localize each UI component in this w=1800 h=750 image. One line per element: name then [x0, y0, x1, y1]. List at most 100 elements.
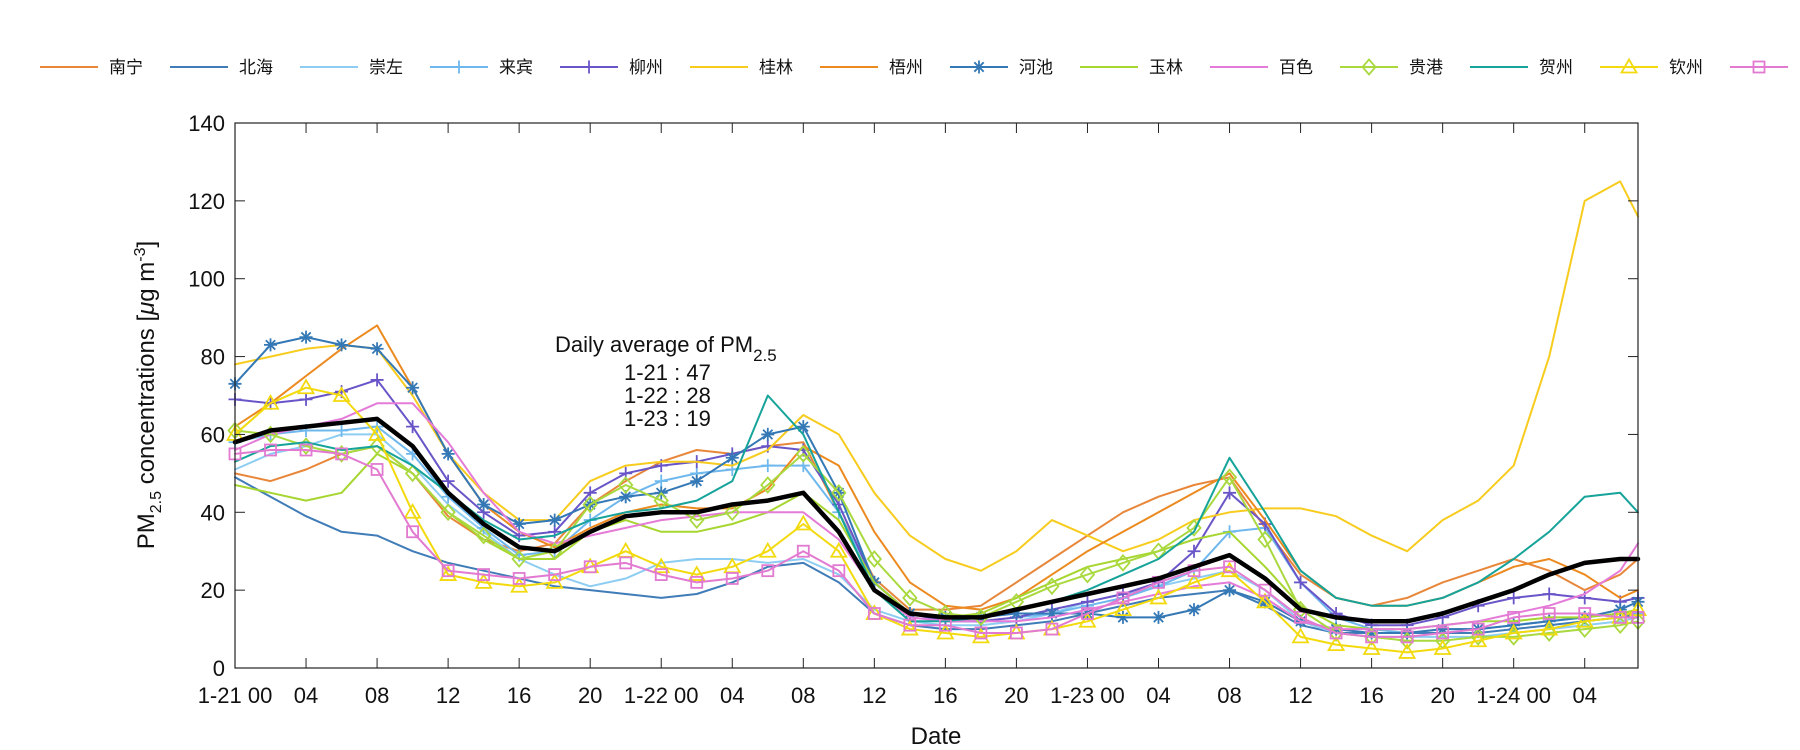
- data-point-marker: [406, 420, 420, 434]
- data-point-marker: [761, 427, 775, 441]
- data-point-marker: [1184, 573, 1204, 589]
- data-point-marker: [370, 342, 384, 356]
- data-point-marker: [724, 503, 740, 522]
- data-point-marker: [296, 378, 316, 395]
- x-tick-label: 1-24 00: [1476, 683, 1551, 708]
- legend-item: 百色: [1210, 58, 1313, 77]
- data-point-marker: [441, 564, 455, 578]
- data-point-marker: [903, 618, 917, 632]
- legend-label: 桂林: [759, 58, 793, 77]
- data-point-marker: [866, 550, 883, 568]
- data-point-marker: [690, 474, 704, 488]
- data-point-marker: [1079, 565, 1096, 584]
- legend-item: 河池: [950, 58, 1053, 77]
- data-point-marker: [406, 381, 420, 395]
- data-point-marker: [1613, 610, 1627, 624]
- series-line: [232, 416, 1641, 624]
- legend-label: 百色: [1279, 58, 1313, 77]
- data-point-marker: [1398, 643, 1417, 659]
- data-point-marker: [1329, 626, 1343, 640]
- data-point-marker: [582, 495, 598, 514]
- series-line: [234, 386, 1639, 654]
- data-point-marker: [618, 476, 634, 494]
- data-point-marker: [261, 393, 280, 410]
- x-tick-label: 16: [507, 683, 531, 708]
- plot-area: [235, 123, 1638, 668]
- x-tick-label: 04: [720, 683, 744, 708]
- legend-marker: [1361, 58, 1377, 76]
- data-point-marker: [1149, 588, 1168, 605]
- data-point-marker: [938, 618, 952, 632]
- legend-marker: [582, 60, 596, 74]
- data-point-marker: [687, 565, 706, 581]
- x-tick-label: 20: [578, 683, 602, 708]
- series-line: [234, 449, 1639, 638]
- data-point-marker: [1221, 468, 1238, 487]
- data-point-marker: [335, 447, 348, 461]
- data-point-marker: [900, 619, 919, 636]
- legend-label: 梧州: [889, 58, 923, 77]
- data-point-marker: [831, 483, 847, 502]
- data-point-marker: [545, 573, 564, 589]
- annotation-line: 1-21 : 47: [624, 360, 711, 385]
- data-point-marker: [795, 445, 811, 463]
- data-point-marker: [1255, 592, 1275, 609]
- legend-item: 贵港: [1340, 58, 1443, 77]
- data-point-marker: [583, 560, 597, 574]
- annotation-line: 1-22 : 28: [624, 383, 711, 408]
- data-point-marker: [1542, 607, 1556, 620]
- data-point-marker: [725, 451, 739, 465]
- y-axis-title: PM2.5 concentrations [μg m-3]: [132, 241, 165, 549]
- data-point-marker: [335, 424, 349, 438]
- data-point-marker: [264, 338, 278, 352]
- legend: 南宁 北海 崇左 来宾 柳州 桂林 梧州 河池 玉林 百色 贵港 贺州 钦州 防城港: [40, 57, 1800, 77]
- data-point-marker: [1363, 627, 1380, 646]
- data-point-marker: [1436, 622, 1450, 636]
- legend-item: 玉林: [1080, 58, 1183, 77]
- data-point-marker: [299, 392, 313, 406]
- data-point-marker: [1151, 610, 1165, 624]
- series-南宁: [234, 441, 1639, 611]
- data-point-marker: [725, 572, 739, 585]
- data-point-marker: [1045, 622, 1059, 636]
- data-point-marker: [1327, 635, 1346, 652]
- data-point-marker: [690, 575, 704, 589]
- data-point-marker: [1078, 611, 1097, 628]
- legend-item: 北海: [170, 58, 273, 77]
- legend-marker: [1752, 60, 1766, 74]
- data-point-marker: [794, 514, 813, 531]
- series-line: [234, 476, 1639, 634]
- legend-item: 来宾: [430, 58, 533, 77]
- x-tick-label: 04: [1572, 683, 1596, 708]
- legend-marker: [1619, 57, 1639, 74]
- legend-label: 贵港: [1409, 58, 1443, 77]
- x-tick-label: 08: [791, 683, 815, 708]
- data-point-marker: [299, 443, 313, 457]
- x-tick-label: 08: [1217, 683, 1241, 708]
- legend-label: 北海: [239, 58, 273, 77]
- legend-item: 钦州: [1600, 57, 1703, 77]
- data-point-marker: [1187, 544, 1201, 558]
- legend-item: 南宁: [40, 58, 143, 77]
- legend-marker: [972, 60, 986, 74]
- data-point-marker: [512, 517, 526, 531]
- data-point-marker: [1223, 560, 1236, 574]
- data-point-marker: [1507, 591, 1521, 605]
- data-point-marker: [1294, 575, 1308, 589]
- x-tick-label: 12: [1288, 683, 1312, 708]
- data-point-marker: [439, 565, 458, 581]
- x-tick-label: 04: [1146, 683, 1170, 708]
- data-point-marker: [758, 541, 777, 558]
- x-tick-label: 12: [862, 683, 886, 708]
- data-point-marker: [1081, 607, 1094, 620]
- data-point-marker: [1504, 623, 1523, 640]
- data-point-marker: [333, 445, 350, 463]
- data-point-marker: [548, 568, 562, 581]
- series-桂林: [234, 180, 1639, 572]
- data-point-marker: [1258, 583, 1272, 597]
- data-point-marker: [689, 511, 705, 529]
- data-point-marker: [1433, 639, 1452, 655]
- y-tick-label: 140: [188, 111, 225, 136]
- x-tick-label: 08: [365, 683, 389, 708]
